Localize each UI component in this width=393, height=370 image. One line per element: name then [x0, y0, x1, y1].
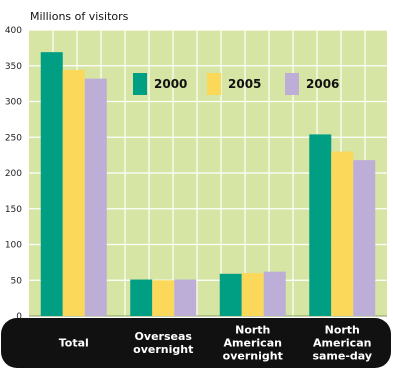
- bar-2006-1: [174, 279, 197, 316]
- y-tick-label: 350: [5, 62, 22, 72]
- y-tick-label: 100: [5, 241, 22, 251]
- legend-label-2005: 2005: [228, 77, 261, 91]
- y-tick-label: 50: [11, 276, 23, 286]
- y-tick-label: 250: [5, 133, 22, 143]
- legend: 2000 2005 2006: [133, 73, 339, 95]
- y-axis-ticks: 0 50 100 150 200 250 300 350 400: [5, 26, 22, 322]
- x-tick-label-line: Total: [59, 337, 89, 350]
- legend-label-2000: 2000: [154, 77, 187, 91]
- x-tick-label-line: overnight: [133, 343, 193, 356]
- bars: [40, 52, 376, 317]
- x-tick-label: Total: [59, 337, 89, 350]
- x-tick-label-line: North: [235, 324, 270, 337]
- bar-2006-3: [353, 160, 376, 316]
- x-tick-label-line: Overseas: [135, 330, 193, 343]
- legend-label-2006: 2006: [306, 77, 339, 91]
- y-tick-label: 400: [5, 26, 22, 36]
- y-tick-label: 200: [5, 169, 22, 179]
- y-tick-label: 300: [5, 98, 22, 108]
- x-tick-label-line: same-day: [312, 350, 372, 363]
- bar-2000-2: [219, 273, 242, 316]
- x-tick-label-line: American: [224, 337, 282, 350]
- bar-2000-0: [40, 52, 63, 316]
- legend-swatch-2005: [207, 73, 221, 95]
- legend-swatch-2006: [285, 73, 299, 95]
- x-tick-label: North American same-day: [312, 324, 372, 363]
- x-tick-label-line: American: [313, 337, 371, 350]
- bar-2006-0: [84, 78, 107, 317]
- x-tick-label-line: overnight: [223, 350, 283, 363]
- y-axis-title: Millions of visitors: [30, 10, 129, 23]
- bar-2005-1: [152, 280, 175, 316]
- x-tick-label-line: North: [325, 324, 360, 337]
- x-tick-label: North American overnight: [223, 324, 283, 363]
- category-band-background: [1, 318, 391, 368]
- y-tick-label: 150: [5, 205, 22, 215]
- y-tick-label: 0: [16, 312, 22, 322]
- bar-2000-1: [130, 279, 153, 316]
- bar-2006-2: [263, 271, 286, 316]
- x-tick-label: Overseas overnight: [133, 330, 193, 356]
- legend-swatch-2000: [133, 73, 147, 95]
- bar-2005-2: [241, 273, 264, 316]
- bar-2000-3: [309, 134, 332, 316]
- bar-2005-3: [331, 151, 354, 316]
- bar-2005-0: [62, 70, 85, 316]
